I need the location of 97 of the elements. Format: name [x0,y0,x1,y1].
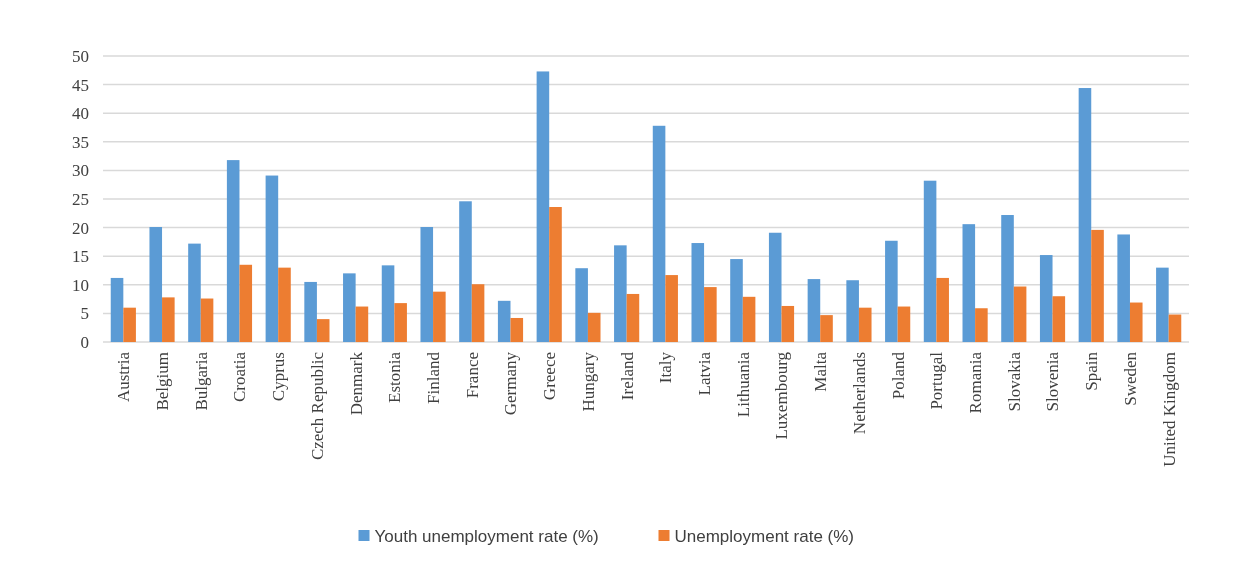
x-tick-label: Slovakia [1004,351,1024,412]
y-tick-label: 5 [80,304,89,324]
y-tick-label: 25 [72,189,89,209]
bar [471,284,485,342]
bar [885,240,898,342]
x-tick-label: Finland [424,351,444,404]
x-tick-label: Ireland [617,351,637,401]
bar [200,298,214,342]
x-tick-label: Luxembourg [772,351,792,440]
bar [304,281,317,342]
x-tick-label: Slovenia [1043,351,1063,412]
bar [704,287,717,342]
x-tick-label: Belgium [152,352,172,411]
legend-label: Unemployment rate (%) [674,526,855,546]
bar [239,264,253,342]
bar [110,277,124,342]
bar [188,243,201,342]
x-tick-label: Sweden [1120,351,1140,406]
x-tick-label: Spain [1082,351,1102,391]
bar [459,201,472,342]
bar [665,275,678,342]
bar [394,303,407,342]
x-tick-label: Malta [811,351,831,392]
bar [962,224,976,342]
bar [123,307,136,342]
bar [1156,267,1169,342]
bar [316,319,330,342]
bar [1117,234,1130,342]
x-tick-label: Hungary [578,351,598,412]
bar [433,291,446,342]
bar [549,207,562,342]
bar [691,243,705,342]
y-tick-label: 45 [72,75,89,95]
bar [381,265,395,342]
bar [897,306,911,342]
x-tick-label: United Kingdom [1159,352,1179,467]
y-tick-label: 40 [72,104,89,124]
bar [355,306,369,342]
bar [730,259,743,342]
x-tick-label: Cyprus [269,352,289,402]
x-tick-label: Czech Republic [307,351,327,461]
y-tick-label: 15 [72,247,89,267]
x-tick-label: Italy [656,351,676,384]
bar [278,267,291,342]
bar [149,227,163,342]
bar [226,160,240,342]
bar [936,277,949,342]
x-tick-label: Germany [501,351,521,416]
bar [162,297,175,342]
y-tick-label: 35 [72,132,89,152]
bar [510,317,524,342]
x-tick-label: Estonia [385,351,405,403]
bar [768,232,782,342]
bar [1013,286,1027,342]
x-tick-label: Latvia [695,351,715,396]
x-tick-label: Bulgaria [191,351,211,411]
x-tick-label: Austria [114,351,134,403]
bar [614,245,627,342]
bar [575,268,588,342]
y-tick-label: 0 [80,332,89,352]
bar [975,308,988,342]
y-tick-label: 10 [72,275,89,295]
bar [1052,296,1066,342]
bar [626,293,640,342]
bar [923,180,937,342]
x-tick-label: Poland [888,351,908,400]
x-tick-label: France [462,352,482,399]
bar [1091,229,1104,342]
bar [1078,88,1092,342]
x-tick-label: Romania [966,351,986,414]
bar [846,280,859,342]
y-tick-label: 50 [72,46,89,66]
x-tick-label: Greece [540,352,560,401]
bar [420,227,434,342]
y-tick-label: 30 [72,161,89,181]
bar [1039,255,1053,342]
bar [1001,215,1014,342]
legend-label: Youth unemployment rate (%) [374,526,599,546]
bar [781,305,795,342]
x-tick-label: Denmark [346,351,366,416]
bar [536,71,550,342]
x-tick-label: Croatia [230,351,250,403]
bar [652,125,666,342]
bar [807,279,821,342]
y-tick-label: 20 [72,218,89,238]
x-tick-label: Netherlands [849,352,869,435]
bar [742,296,756,342]
x-tick-label: Portugal [927,351,947,410]
bar [587,312,601,342]
bar [343,273,356,342]
bar [1129,302,1143,342]
bar [1168,314,1182,342]
bar [858,307,872,342]
x-tick-label: Lithuania [733,351,753,418]
bar [820,315,833,342]
bar [497,300,511,342]
bar [265,175,279,342]
